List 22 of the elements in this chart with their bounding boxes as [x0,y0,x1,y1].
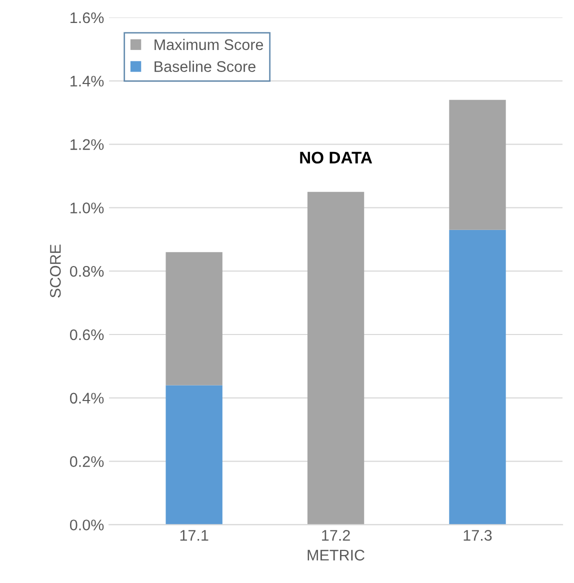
bar [449,100,506,230]
y-tick-label: 1.6% [70,12,104,24]
bar [166,385,222,525]
y-tick-label: 1.0% [70,202,104,214]
bar [449,230,506,525]
x-tick-label: 17.3 [464,530,492,541]
y-axis-title: SCORE [50,244,61,298]
y-tick-label: 1.2% [70,139,104,150]
bar [307,192,364,525]
y-tick-label: 0.6% [70,329,104,340]
annotation: NO DATA [300,152,372,164]
y-tick-label: 0.8% [70,266,104,277]
y-tick-label: 0.2% [70,456,104,467]
y-tick-label: 0.4% [70,392,104,404]
x-axis-title: METRIC [308,550,364,561]
bar [166,252,222,386]
x-tick-label: 17.1 [180,530,208,541]
x-tick-label: 17.2 [322,530,350,541]
y-tick-label: 1.4% [70,76,104,87]
legend-label: Baseline Score [154,60,256,72]
y-tick-label: 0.0% [70,520,104,530]
legend-label: Maximum Score [154,38,264,50]
